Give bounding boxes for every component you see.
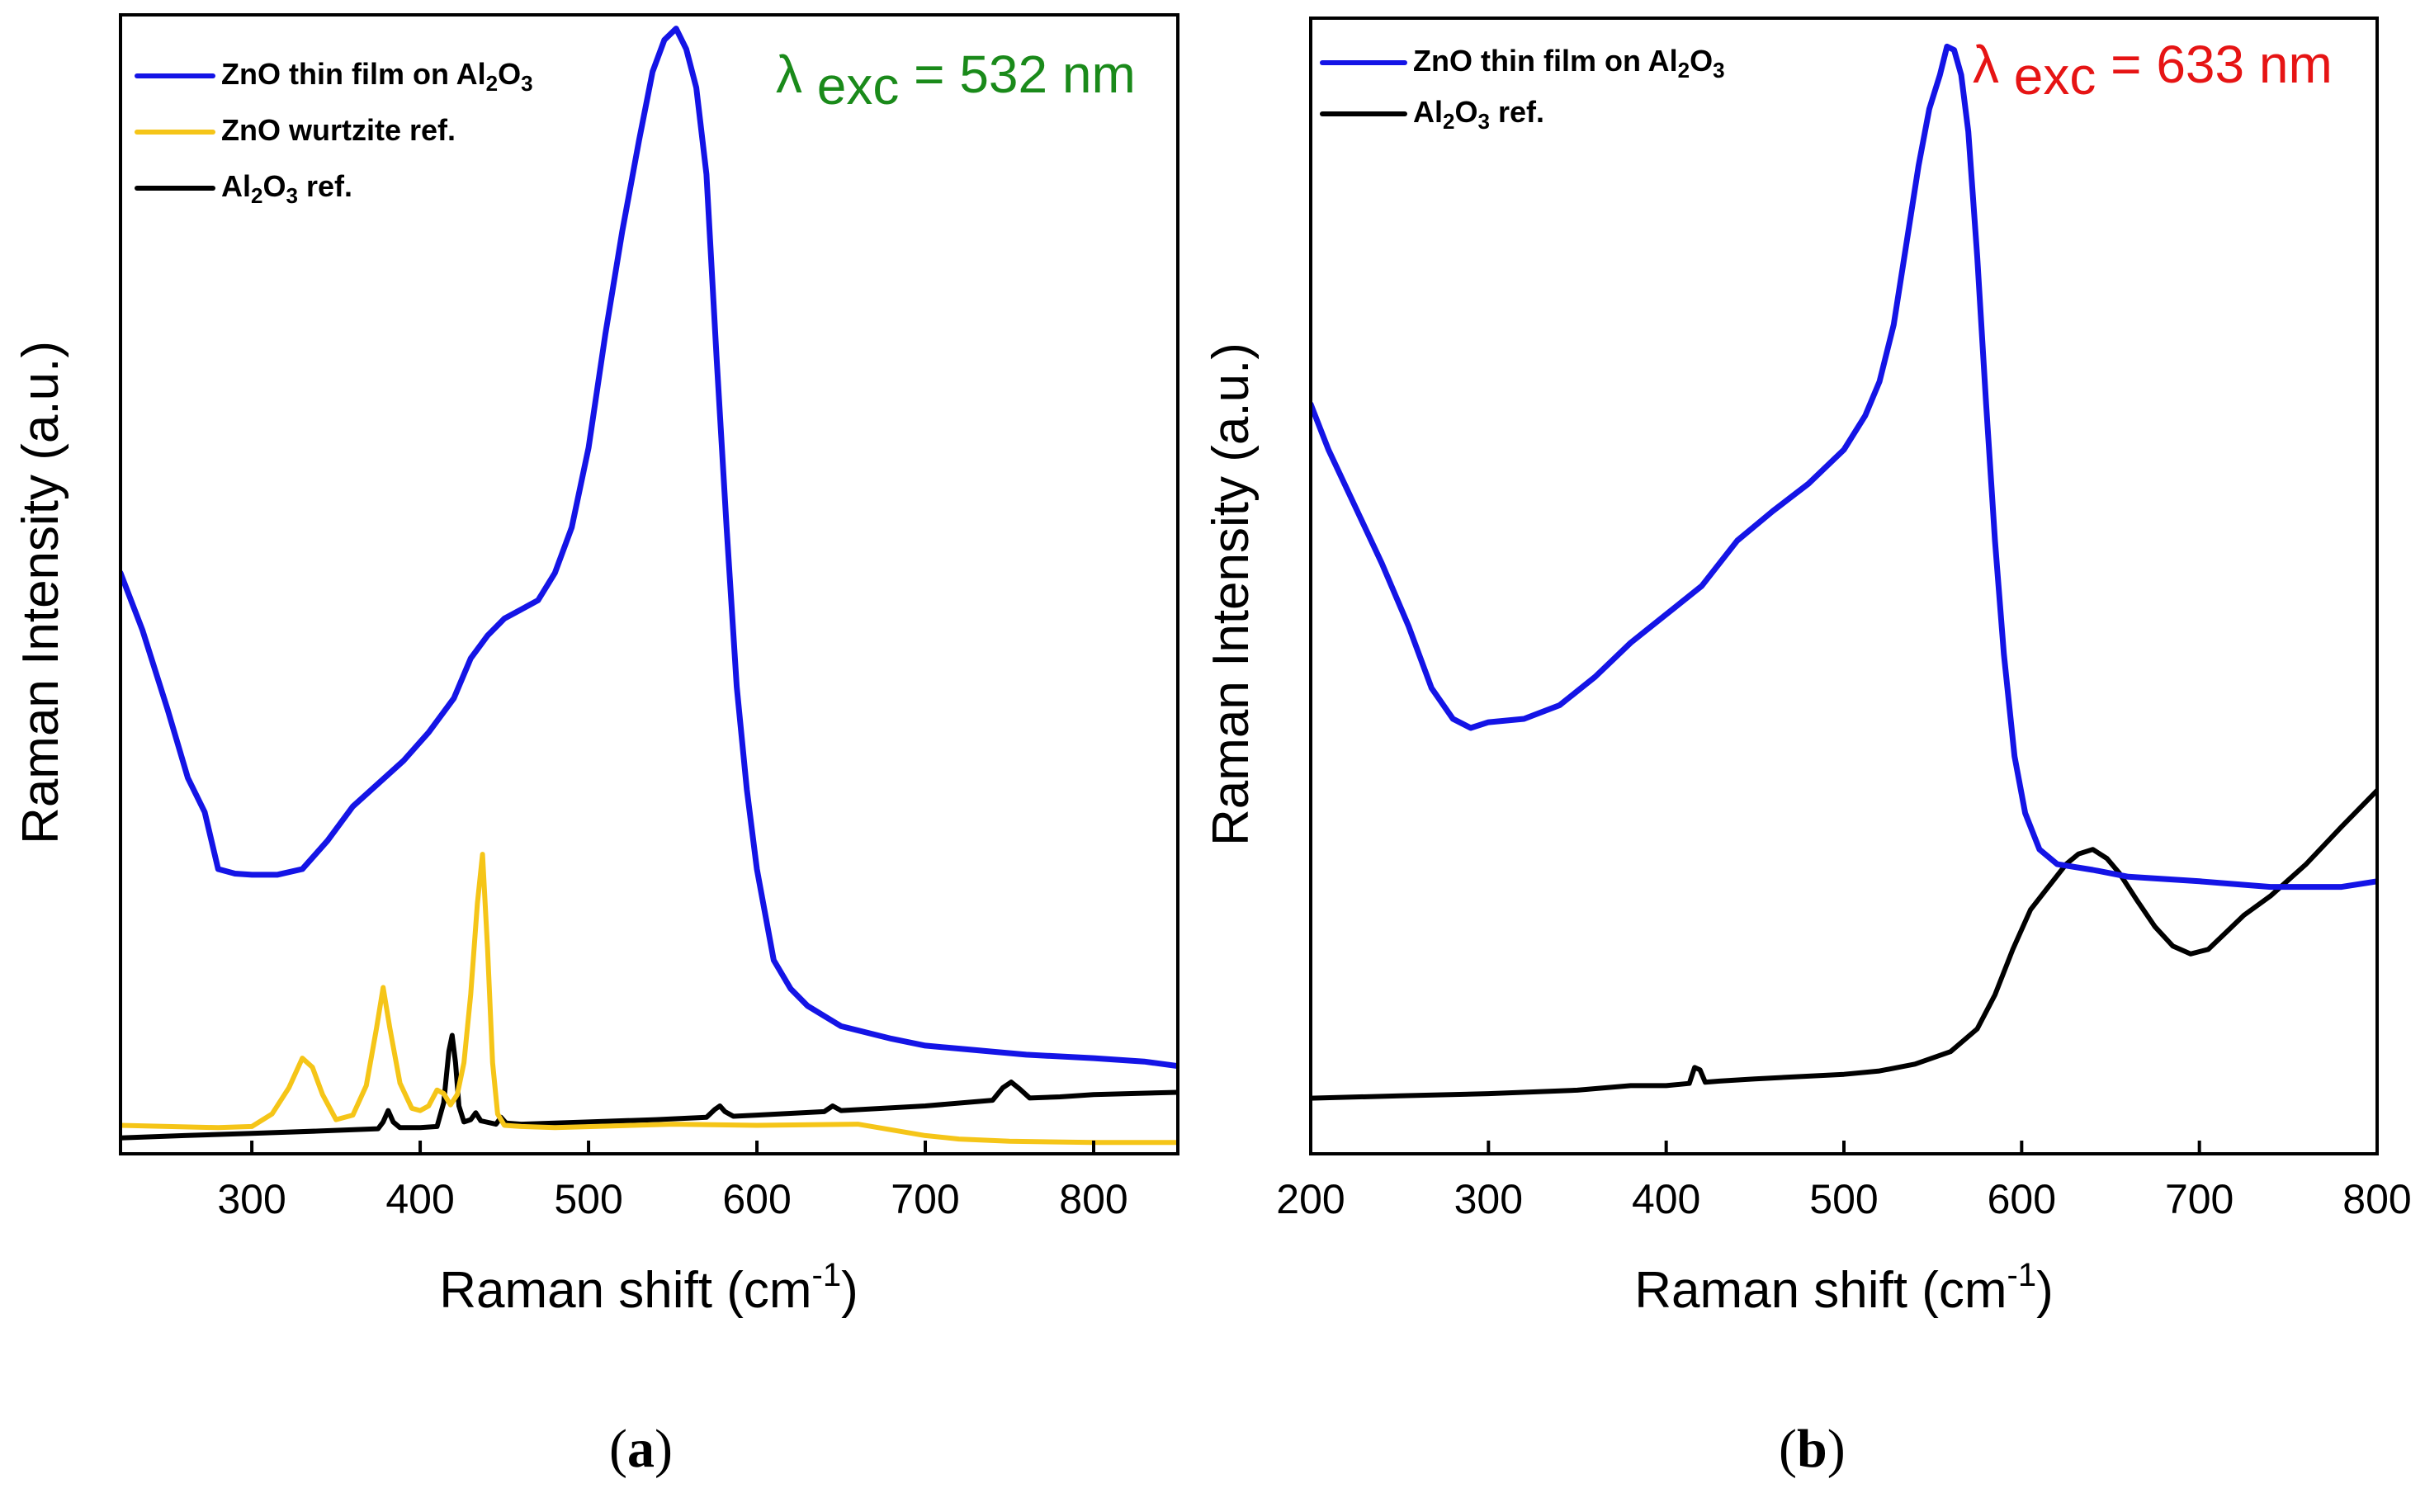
y-axis-label: Raman Intensity (a.u.) <box>1203 343 1260 846</box>
legend-label: ZnO wurtzite ref. <box>221 113 456 147</box>
panel-a-chart: 300 400 500 600 700 800 ZnO thin film on Al2O… <box>12 13 1179 1319</box>
x-tick-label: 500 <box>1809 1176 1878 1222</box>
x-tick-label: 400 <box>1632 1176 1700 1222</box>
legend-label: ZnO thin film on Al2O3 <box>1413 44 1725 83</box>
x-axis-label: Raman shift (cm-1) <box>439 1257 858 1319</box>
x-tick-label: 700 <box>2165 1176 2234 1222</box>
series-line-zno-wurtzite-ref- <box>121 852 1178 1146</box>
x-tick-label: 700 <box>891 1176 959 1222</box>
legend-label: Al2O3 ref. <box>1413 95 1544 134</box>
legend-label: Al2O3 ref. <box>221 169 352 208</box>
series-line-zno-thin-film-on-al2o3 <box>121 26 1178 1070</box>
x-tick-label: 200 <box>1276 1176 1345 1222</box>
excitation-wavelength-annotation: λ exc = 532 nm <box>776 45 1136 116</box>
x-tick-label: 300 <box>1454 1176 1523 1222</box>
x-tick-label: 800 <box>2342 1176 2411 1222</box>
x-tick-label: 800 <box>1059 1176 1127 1222</box>
x-tick-label: 500 <box>554 1176 622 1222</box>
plot-frame-a <box>119 13 1179 1155</box>
panel-a-label-text: a <box>626 1419 655 1479</box>
panel-b-label-text: b <box>1796 1419 1827 1479</box>
panel-b-chart: 200 300 400 500 600 700 800 ZnO thin film on A… <box>1203 17 2412 1319</box>
x-tick-label: 300 <box>217 1176 286 1222</box>
excitation-wavelength-annotation: λ exc = 633 nm <box>1973 35 2333 106</box>
x-tick-label: 400 <box>385 1176 454 1222</box>
x-tick-label: 600 <box>722 1176 791 1222</box>
panel-b-label: (b) <box>1779 1419 1846 1479</box>
x-axis-label: Raman shift (cm-1) <box>1634 1257 2054 1319</box>
y-axis-label: Raman Intensity (a.u.) <box>12 341 69 844</box>
x-tick-label: 600 <box>1988 1176 2056 1222</box>
legend-label: ZnO thin film on Al2O3 <box>221 57 533 96</box>
series-line-al2o3-ref- <box>1311 787 2377 1101</box>
panel-a-label: (a) <box>609 1419 673 1479</box>
series-line-zno-thin-film-on-al2o3 <box>1311 43 2377 891</box>
plot-frame-b <box>1309 17 2379 1155</box>
